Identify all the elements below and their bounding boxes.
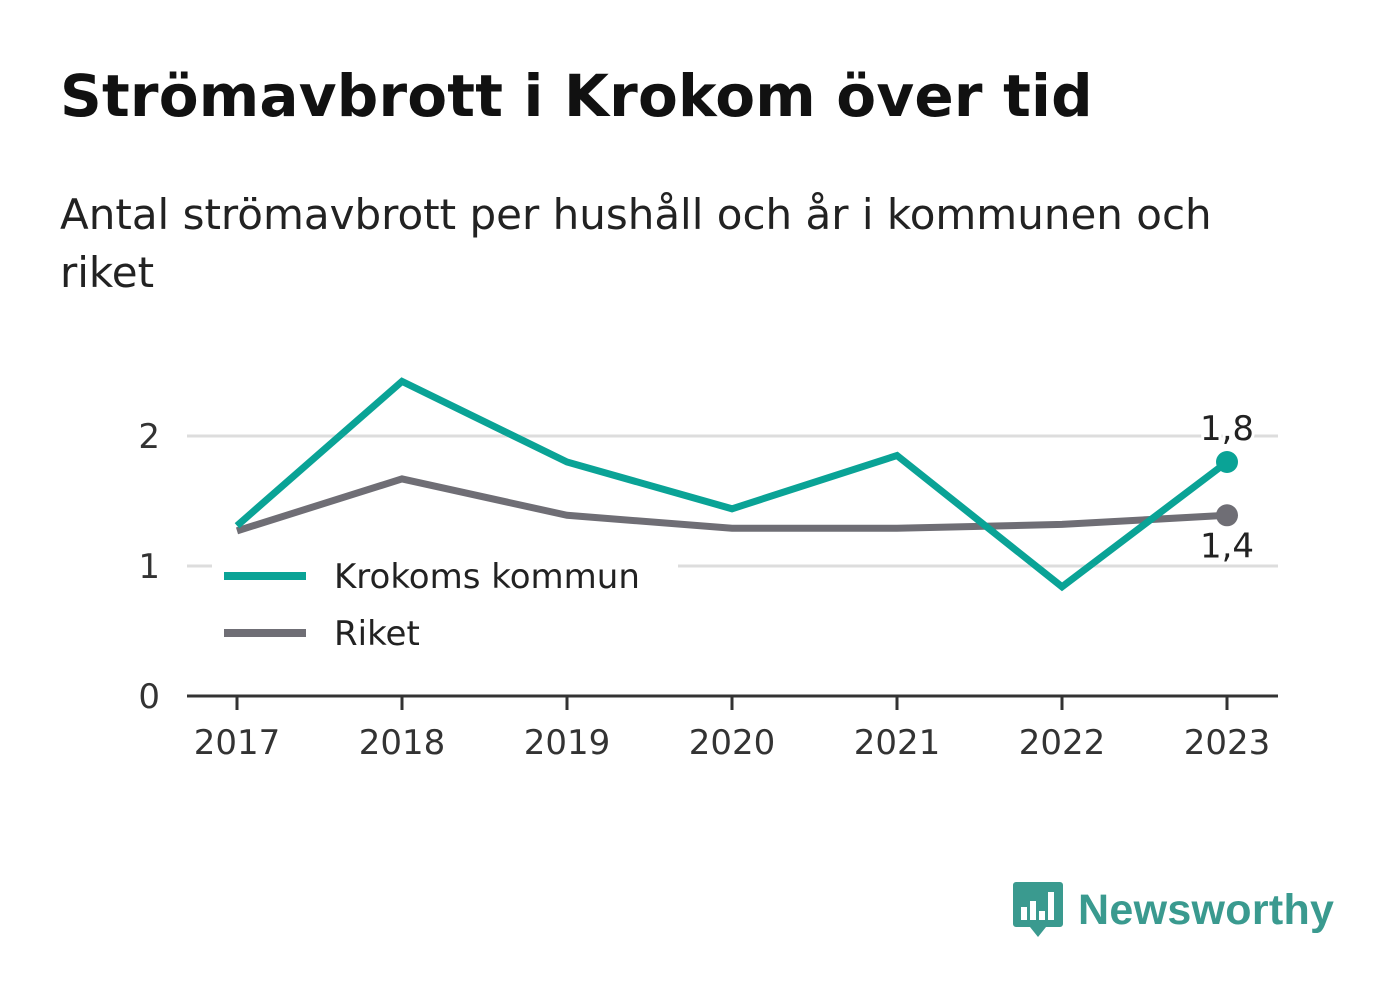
newsworthy-logo: Newsworthy: [1012, 880, 1334, 940]
x-tick-label: 2021: [854, 723, 941, 763]
y-tick-label: 2: [138, 417, 160, 457]
legend-background: [212, 548, 678, 658]
x-tick-label: 2019: [524, 723, 611, 763]
logo-text: Newsworthy: [1078, 885, 1335, 934]
chart-title: Strömavbrott i Krokom över tid: [60, 62, 1093, 130]
x-tick-label: 2023: [1184, 723, 1271, 763]
series-end-point-krokom: [1216, 451, 1238, 473]
newsworthy-chart-bubble-icon: [1013, 882, 1063, 937]
end-label-krokom: 1,8: [1200, 409, 1254, 449]
y-tick-label: 1: [138, 547, 160, 587]
series-line-riket: [235, 475, 1228, 535]
legend: Krokoms kommun Riket: [212, 548, 678, 658]
series-lines: [234, 377, 1238, 592]
x-tick-label: 2022: [1019, 723, 1106, 763]
legend-label-krokom: Krokoms kommun: [334, 557, 640, 597]
x-axis: 2017 2018 2019 2020 2021 2022 2023: [187, 694, 1278, 763]
series-end-point-riket: [1216, 504, 1238, 527]
line-chart: 012 2017 2018 2019 2020 2021 2022 2023 1,81,4 …: [138, 377, 1278, 763]
end-label-riket: 1,4: [1200, 526, 1254, 566]
x-tick-label: 2018: [359, 723, 446, 763]
end-value-labels: 1,8 1,4: [1197, 406, 1257, 569]
y-tick-label: 0: [138, 677, 160, 717]
chart-subtitle: Antal strömavbrott per hushåll och år i …: [60, 190, 1212, 297]
series-line-krokom: [234, 377, 1230, 592]
legend-label-riket: Riket: [334, 614, 420, 654]
x-tick-label: 2020: [689, 723, 776, 763]
x-tick-label: 2017: [194, 723, 281, 763]
y-axis-ticks: 0 1 2: [138, 417, 160, 717]
